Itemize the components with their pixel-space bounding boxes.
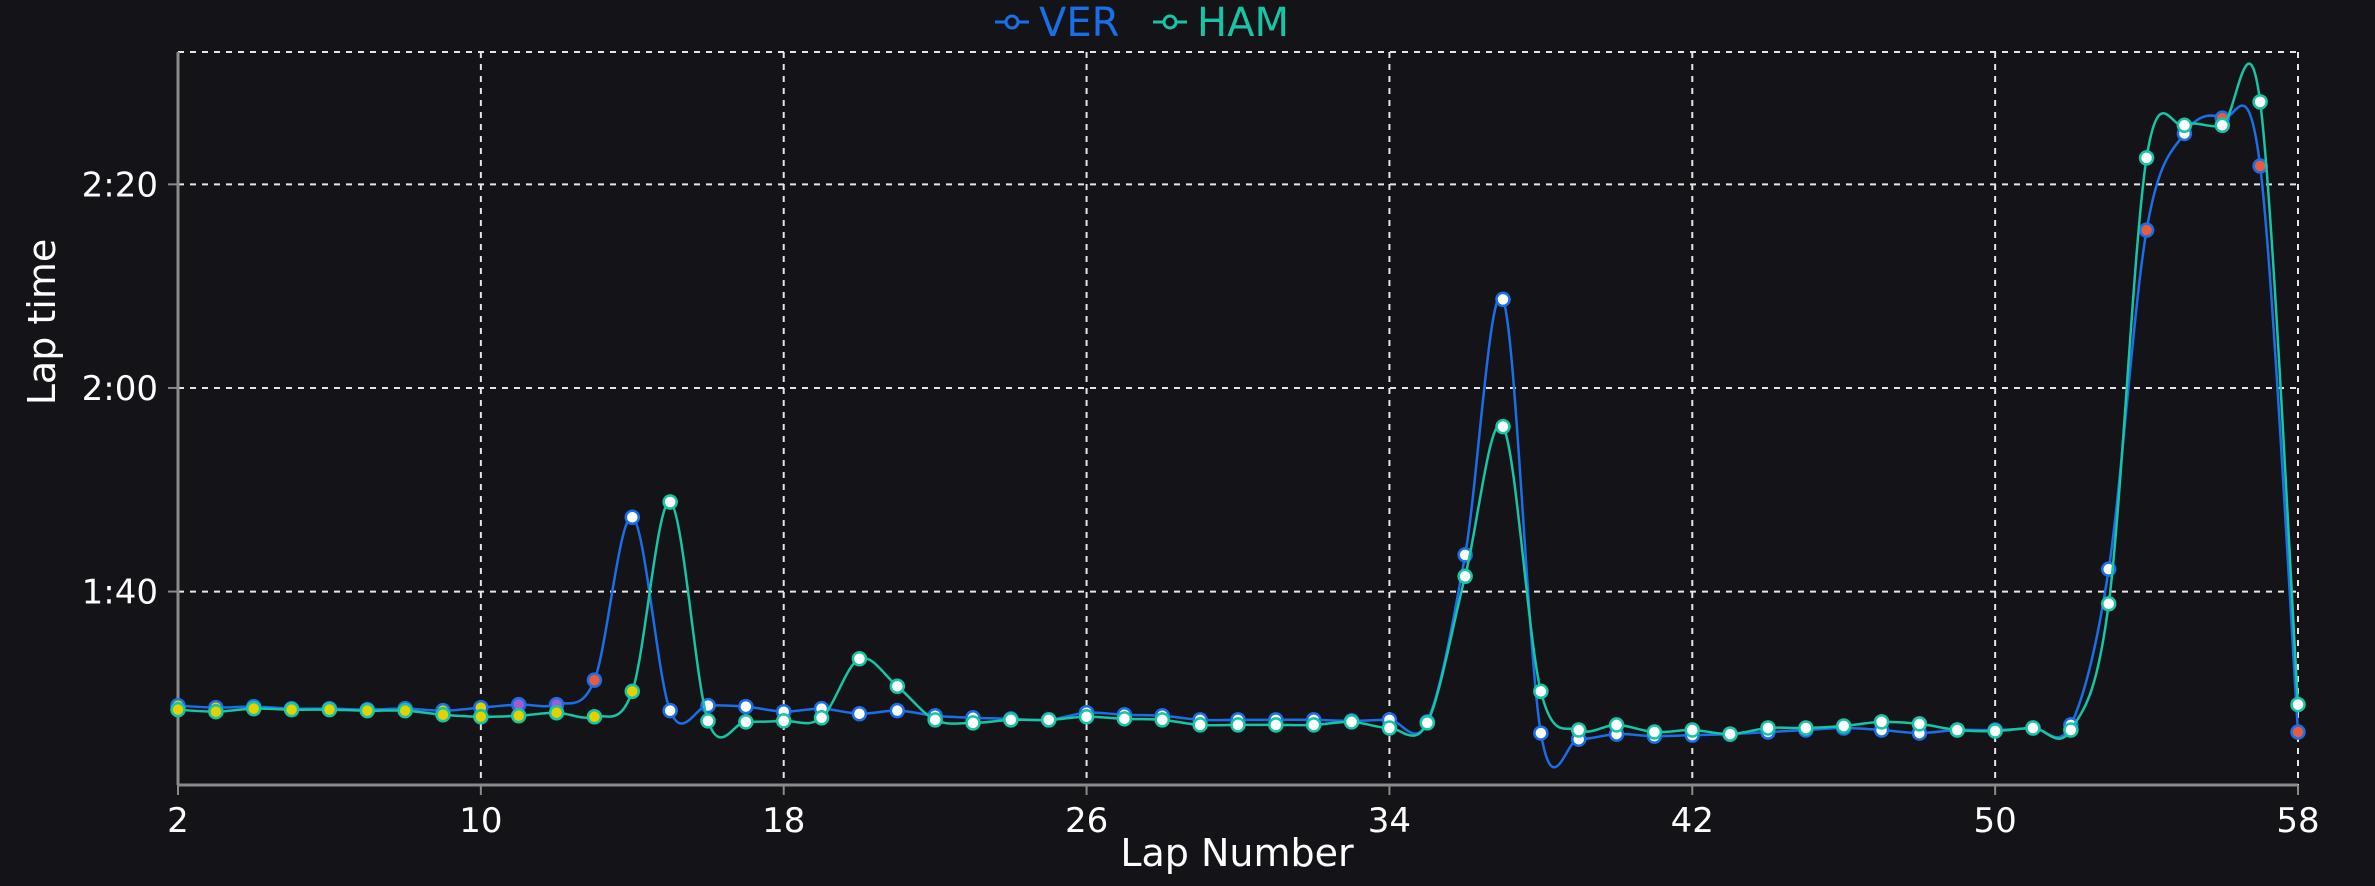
data-point-ham (1570, 722, 1587, 738)
data-point-ham (473, 709, 489, 725)
series-layer (170, 62, 2306, 769)
data-point-ver (1495, 291, 1511, 308)
data-point-ham (1154, 712, 1171, 728)
data-point-ham (1798, 720, 1814, 736)
x-tick-label: 42 (1671, 801, 1714, 841)
data-point-ver (2252, 158, 2268, 174)
legend-label: VER (1039, 0, 1119, 46)
data-point-ham (1608, 717, 1625, 733)
data-point-ham (775, 713, 792, 729)
data-point-ham (1230, 717, 1246, 733)
data-point-ver (586, 672, 603, 688)
legend: VER HAM (995, 0, 1289, 46)
data-point-ham (1078, 709, 1095, 725)
data-point-ham (1949, 722, 1966, 738)
y-tick-label: 2:20 (82, 165, 158, 205)
data-point-ham (1911, 716, 1928, 732)
x-tick-label: 50 (1974, 801, 2017, 841)
data-point-ham (2025, 720, 2041, 736)
data-point-ham (624, 683, 641, 700)
legend-marker-icon (1162, 14, 1178, 30)
data-point-ham (1305, 717, 1322, 733)
x-tick-label: 58 (2276, 801, 2319, 841)
data-point-ver (2138, 222, 2155, 238)
data-point-ham (1040, 712, 1057, 728)
data-point-ham (700, 713, 716, 729)
data-point-ver (2290, 724, 2306, 740)
data-point-ver (662, 702, 678, 719)
data-point-ham (1381, 720, 1398, 736)
data-point-ham (813, 710, 830, 726)
data-point-ham (2100, 596, 2117, 612)
x-tick-label: 18 (762, 801, 805, 841)
data-point-ham (435, 707, 451, 723)
y-axis-title: Lap time (20, 239, 64, 406)
data-point-ham (1722, 726, 1738, 742)
data-point-ver (738, 698, 754, 715)
x-axis-title: Lap Number (1120, 831, 1354, 875)
data-point-ham (1192, 717, 1208, 733)
y-tick-label: 2:00 (82, 369, 158, 409)
x-tick-label: 10 (459, 801, 502, 841)
series-ham (170, 62, 2306, 742)
data-point-ham (1495, 418, 1511, 435)
data-point-ham (1873, 714, 1890, 730)
data-point-ham (2138, 150, 2155, 166)
data-point-ham (1835, 718, 1852, 734)
data-point-ham (2252, 94, 2268, 110)
data-point-ham (927, 712, 943, 728)
legend-item-ver: VER (995, 0, 1119, 46)
data-point-ham (1684, 722, 1701, 738)
data-point-ham (1343, 714, 1360, 730)
grid-lines (177, 51, 2299, 785)
data-point-ver (851, 705, 868, 722)
data-point-ham (2176, 117, 2193, 134)
data-point-ham (208, 703, 224, 720)
legend-marker-icon (1004, 14, 1020, 30)
data-point-ham (965, 715, 981, 731)
data-point-ham (2063, 722, 2079, 738)
data-point-ham (1457, 568, 1473, 585)
data-point-ham (1003, 712, 1019, 728)
data-point-ham (510, 708, 527, 724)
data-point-ham (851, 651, 868, 667)
data-point-ver (624, 509, 641, 526)
data-point-ham (2290, 696, 2306, 713)
data-point-ham (283, 701, 300, 718)
legend-item-ham: HAM (1153, 0, 1289, 46)
data-point-ham (321, 701, 338, 718)
data-point-ham (1268, 717, 1284, 733)
data-point-ham (1646, 724, 1663, 740)
data-point-ham (1987, 723, 2003, 739)
data-point-ham (245, 700, 262, 717)
data-point-ham (738, 714, 754, 730)
data-point-ver (1533, 725, 1549, 741)
data-point-ham (889, 678, 906, 694)
x-tick-label: 34 (1368, 801, 1411, 841)
x-tick-label: 2 (167, 801, 189, 841)
x-tick-label: 26 (1065, 801, 1108, 841)
data-point-ham (397, 702, 413, 719)
data-point-ham (359, 702, 376, 719)
data-point-ver (889, 702, 906, 719)
data-point-ham (170, 701, 186, 718)
data-point-ham (548, 704, 565, 721)
data-point-ham (662, 494, 678, 510)
legend-label: HAM (1197, 0, 1289, 46)
data-point-ham (1419, 715, 1436, 731)
data-point-ham (2214, 117, 2231, 134)
data-point-ham (586, 709, 603, 725)
data-point-ham (1760, 720, 1776, 736)
axes: 2 10 18 26 34 42 50 58 1:40 2:00 2:20 (82, 52, 2320, 841)
data-point-ham (1116, 711, 1133, 727)
y-tick-label: 1:40 (82, 573, 158, 613)
data-point-ham (1533, 683, 1549, 700)
